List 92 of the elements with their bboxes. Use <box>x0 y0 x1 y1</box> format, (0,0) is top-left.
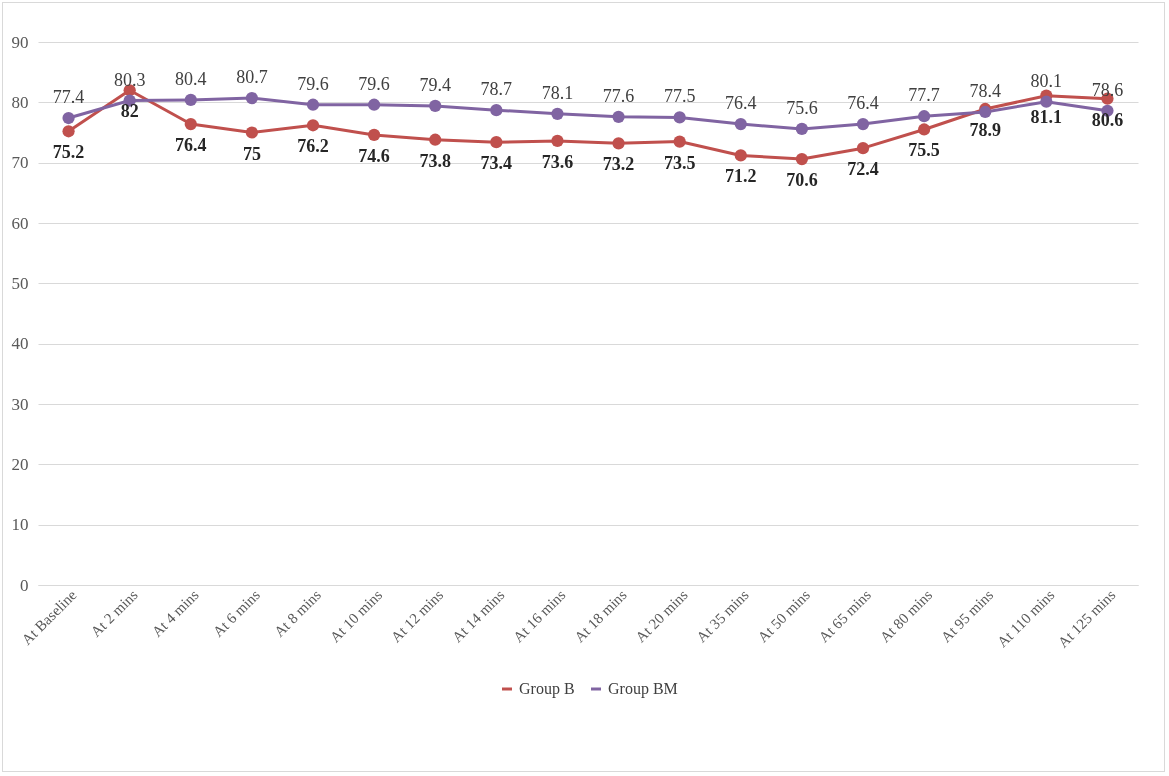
legend-label: Group B <box>519 680 575 698</box>
point <box>551 107 564 120</box>
data-label: 80.6 <box>1091 109 1124 130</box>
point <box>184 117 197 131</box>
point <box>184 93 197 107</box>
point <box>62 125 75 138</box>
x-tick-label: At 50 mins <box>754 586 814 646</box>
data-label: 71.2 <box>725 166 757 187</box>
y-tick-label: 80 <box>11 92 29 112</box>
data-label: 73.8 <box>419 150 451 171</box>
point <box>551 134 564 148</box>
point <box>367 98 381 111</box>
y-tick-label: 0 <box>20 575 29 595</box>
data-label: 78.7 <box>480 79 513 100</box>
data-label: 77.6 <box>602 85 635 106</box>
point <box>306 98 320 111</box>
data-label: 76.2 <box>297 136 329 157</box>
data-label: 78.6 <box>1091 79 1124 100</box>
legend-label: Group BM <box>608 680 678 698</box>
data-label: 76.4 <box>847 93 879 114</box>
data-label: 77.7 <box>908 85 940 106</box>
point <box>673 111 686 124</box>
data-label: 73.5 <box>663 152 696 173</box>
data-label: 73.4 <box>480 153 513 174</box>
x-tick-label: At 20 mins <box>632 586 691 646</box>
point <box>490 136 503 149</box>
data-label: 80.3 <box>113 69 146 90</box>
point <box>734 149 747 162</box>
data-label: 75.6 <box>786 97 818 118</box>
data-label: 76.4 <box>725 93 757 114</box>
data-label: 70.6 <box>786 170 818 191</box>
data-label: 77.5 <box>663 86 696 107</box>
data-label: 72.4 <box>847 159 879 180</box>
point <box>856 142 870 155</box>
x-tick-label: At 80 mins <box>876 586 936 646</box>
data-label: 74.6 <box>358 145 390 166</box>
y-tick-label: 70 <box>11 153 29 173</box>
y-tick-label: 90 <box>11 32 29 52</box>
point <box>490 104 503 117</box>
point <box>734 117 747 131</box>
y-tick-label: 20 <box>11 454 29 474</box>
y-tick-label: 30 <box>11 394 29 414</box>
x-tick-label: At 95 mins <box>937 586 997 646</box>
y-tick-label: 50 <box>11 273 29 293</box>
point <box>1040 95 1053 108</box>
data-label: 79.4 <box>419 74 451 95</box>
x-tick-label: At 35 mins <box>693 586 752 646</box>
point <box>429 99 442 113</box>
point <box>917 123 931 136</box>
y-tick-label: 40 <box>11 334 29 354</box>
data-label: 75 <box>242 143 261 164</box>
data-label: 79.6 <box>358 73 390 94</box>
point <box>917 110 931 123</box>
point <box>856 117 870 131</box>
data-label: 76.4 <box>175 135 207 156</box>
point <box>612 137 625 150</box>
data-label: 75.2 <box>52 142 85 163</box>
data-label: 78.4 <box>969 80 1001 101</box>
y-tick-label: 10 <box>11 515 29 535</box>
x-tick-label: At 65 mins <box>815 586 875 646</box>
point <box>367 128 381 142</box>
data-label: 73.2 <box>602 154 635 175</box>
point <box>245 126 259 139</box>
point <box>795 122 809 135</box>
data-label: 81.1 <box>1030 106 1063 127</box>
point <box>612 110 625 123</box>
x-tick-label: At 4 mins <box>148 586 202 640</box>
data-label: 78.1 <box>541 82 574 103</box>
data-label: 80.4 <box>175 68 207 89</box>
x-tick-label: At 16 mins <box>510 586 569 646</box>
data-label: 73.6 <box>541 151 574 172</box>
point <box>429 133 442 146</box>
point <box>62 111 75 125</box>
data-label: 80.1 <box>1030 70 1063 91</box>
point <box>795 152 809 166</box>
x-tick-label: At 6 mins <box>209 586 264 640</box>
data-label: 79.6 <box>297 73 329 94</box>
x-tick-label: At 18 mins <box>571 586 630 646</box>
data-label: 77.4 <box>52 87 85 108</box>
data-label: 82 <box>120 101 139 122</box>
x-tick-label: At 10 mins <box>326 586 386 646</box>
data-label: 80.7 <box>236 67 268 88</box>
point <box>306 119 320 132</box>
x-tick-label: At 12 mins <box>387 586 447 646</box>
x-tick-label: At 14 mins <box>448 586 508 646</box>
x-tick-label: At 8 mins <box>270 586 325 640</box>
data-label: 78.9 <box>969 119 1001 140</box>
y-tick-label: 60 <box>11 213 29 233</box>
data-label: 75.5 <box>908 140 940 161</box>
point <box>673 135 686 148</box>
point <box>245 92 259 105</box>
x-tick-label: At 2 mins <box>87 586 141 640</box>
